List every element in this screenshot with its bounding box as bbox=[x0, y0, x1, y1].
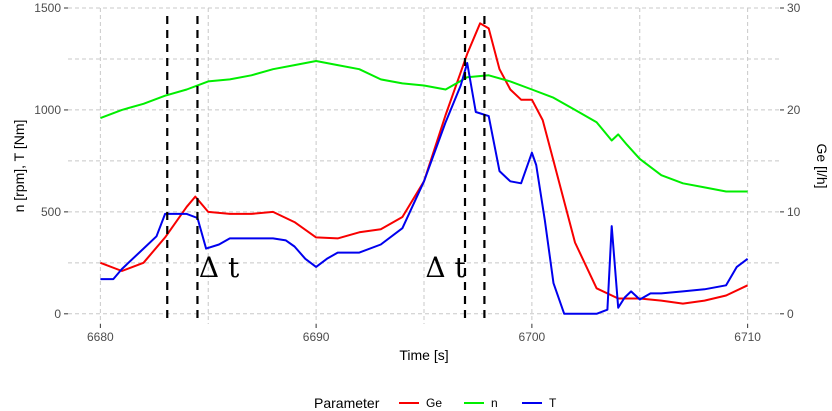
y-left-axis: 0 500 1000 1500 bbox=[34, 1, 68, 321]
y-left-axis-title: n [rpm], T [Nm] bbox=[11, 120, 27, 213]
x-axis: 6680 6690 6700 6710 bbox=[87, 324, 761, 344]
y-right-tick-label-3: 30 bbox=[787, 1, 801, 15]
x-axis-title: Time [s] bbox=[399, 347, 448, 363]
legend-title: Parameter bbox=[314, 395, 380, 411]
x-tick-label-2: 6700 bbox=[519, 330, 546, 344]
y-left-tick-label-1: 500 bbox=[41, 205, 61, 219]
vline-layer bbox=[166, 16, 486, 324]
y-right-axis: 0 10 20 30 bbox=[780, 1, 801, 321]
y-left-tick-label-0: 0 bbox=[54, 307, 61, 321]
y-right-tick-label-0: 0 bbox=[787, 307, 794, 321]
y-left-tick-label-3: 1500 bbox=[34, 1, 61, 15]
legend-label-Ge: Ge bbox=[426, 396, 442, 410]
annotation-delta-t-1: Δ t bbox=[425, 251, 466, 284]
x-tick-label-1: 6690 bbox=[303, 330, 330, 344]
y-right-tick-label-1: 10 bbox=[787, 205, 801, 219]
y-left-tick-label-2: 1000 bbox=[34, 103, 61, 117]
x-tick-label-3: 6710 bbox=[734, 330, 761, 344]
annotation-delta-t-0: Δ t bbox=[199, 251, 240, 284]
legend: Parameter Ge n T bbox=[314, 395, 557, 411]
y-right-tick-label-2: 20 bbox=[787, 103, 801, 117]
series-line-n bbox=[100, 60, 748, 193]
legend-label-T: T bbox=[549, 396, 557, 410]
x-tick-label-0: 6680 bbox=[87, 330, 114, 344]
y-right-axis-title: Ge [l/h] bbox=[814, 143, 830, 188]
legend-label-n: n bbox=[491, 396, 498, 410]
